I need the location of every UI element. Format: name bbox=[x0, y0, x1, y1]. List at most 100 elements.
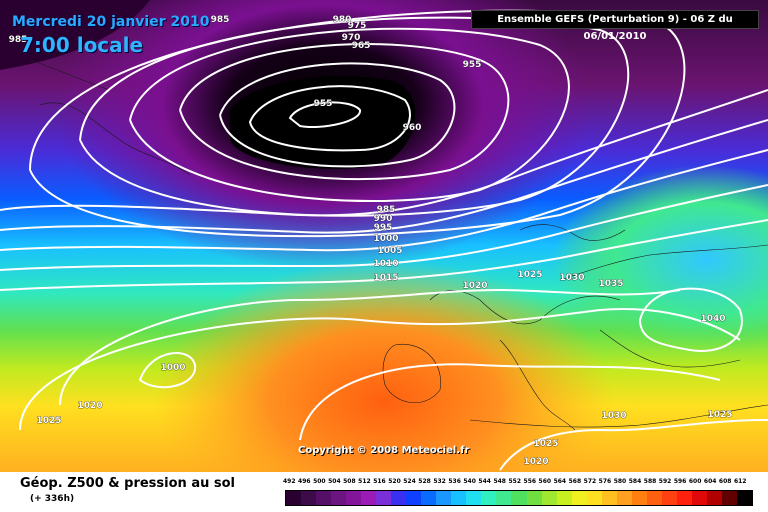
scale-swatch bbox=[601, 491, 617, 505]
scale-label: 548 bbox=[493, 478, 506, 485]
isobar-label: 1020 bbox=[77, 401, 102, 411]
legend-footer: Géop. Z500 & pression au sol (+ 336h) 49… bbox=[0, 472, 768, 512]
isobar-label: 990 bbox=[374, 214, 393, 224]
isobar-label: 985 bbox=[9, 35, 28, 45]
scale-label: 572 bbox=[583, 478, 597, 485]
color-scale-labels: 492 496 500 504 508 512 516 520 524 528 532 536 540 5… bbox=[283, 478, 747, 488]
isobar-label: 1025 bbox=[517, 270, 542, 280]
scale-swatch bbox=[541, 491, 557, 505]
scale-swatch bbox=[391, 491, 407, 505]
scale-swatch bbox=[421, 491, 437, 505]
scale-swatch bbox=[346, 491, 362, 505]
scale-swatch bbox=[676, 491, 692, 505]
isobar-label: 1010 bbox=[373, 259, 398, 269]
scale-label: 512 bbox=[358, 478, 371, 485]
model-run-label: Ensemble GEFS (Perturbation 9) - 06 Z du… bbox=[471, 10, 759, 42]
scale-swatch bbox=[316, 491, 332, 505]
isobar-label: 955 bbox=[314, 99, 333, 109]
isobar-label: 1000 bbox=[160, 363, 185, 373]
isobar-labels: 9859859809759709659559559609859909951000… bbox=[8, 15, 733, 468]
low-center-black bbox=[230, 76, 416, 169]
scale-label: 532 bbox=[433, 478, 446, 485]
isobar-label: 985 bbox=[211, 15, 230, 25]
isobar-label: 1015 bbox=[373, 273, 398, 283]
scale-swatch bbox=[301, 491, 317, 505]
forecast-date: Mercredi 20 janvier 2010 bbox=[12, 14, 210, 30]
scale-swatch bbox=[331, 491, 347, 505]
map-title: Géop. Z500 & pression au sol bbox=[20, 476, 235, 491]
isobar-label: 980 bbox=[333, 15, 352, 25]
isobar-label: 1030 bbox=[559, 273, 584, 283]
isobar-label: 1030 bbox=[601, 411, 626, 421]
eastern-trough bbox=[0, 0, 768, 472]
scale-label: 524 bbox=[403, 478, 416, 485]
scale-label: 596 bbox=[673, 478, 687, 485]
isobar-label: 995 bbox=[374, 223, 393, 233]
scale-label: 544 bbox=[478, 478, 491, 485]
scale-swatch bbox=[556, 491, 572, 505]
isobar-label: 955 bbox=[463, 60, 482, 70]
forecast-lead: (+ 336h) bbox=[30, 494, 75, 504]
scale-swatch bbox=[526, 491, 542, 505]
scale-label: 608 bbox=[718, 478, 732, 485]
isobar-lines bbox=[0, 9, 768, 471]
scale-swatch bbox=[511, 491, 527, 505]
scale-swatch bbox=[706, 491, 722, 505]
scale-swatch bbox=[376, 491, 392, 505]
scale-swatch bbox=[436, 491, 452, 505]
scale-swatch bbox=[496, 491, 512, 505]
scale-label: 500 bbox=[313, 478, 326, 485]
scale-swatch bbox=[481, 491, 497, 505]
isobar-label: 1020 bbox=[462, 281, 487, 291]
scale-label: 556 bbox=[523, 478, 537, 485]
scale-swatch bbox=[631, 491, 647, 505]
isobar-label: 1040 bbox=[700, 314, 725, 324]
scale-label: 552 bbox=[508, 478, 521, 485]
isobar-label: 1025 bbox=[533, 439, 558, 449]
scale-swatch bbox=[406, 491, 422, 505]
isobar-label: 1020 bbox=[523, 457, 548, 467]
scale-swatch bbox=[571, 491, 587, 505]
weather-map: 985 985 980 975 970 965 955 955 960 985 990 995 1000… bbox=[0, 0, 768, 472]
scale-label: 588 bbox=[643, 478, 657, 485]
scale-label: 604 bbox=[703, 478, 717, 485]
scale-label: 540 bbox=[463, 478, 476, 485]
scale-label: 592 bbox=[658, 478, 672, 485]
isobar-label: 1005 bbox=[377, 246, 402, 256]
scale-swatch bbox=[286, 491, 302, 505]
scale-swatch bbox=[616, 491, 632, 505]
scale-label: 508 bbox=[343, 478, 356, 485]
isobar-label: 1025 bbox=[36, 416, 61, 426]
scale-label: 516 bbox=[373, 478, 386, 485]
isobar-label: 960 bbox=[403, 123, 422, 133]
isobar-label: 1035 bbox=[598, 279, 623, 289]
scale-swatch bbox=[451, 491, 467, 505]
scale-label: 584 bbox=[628, 478, 642, 485]
scale-swatch bbox=[736, 491, 752, 505]
scale-label: 600 bbox=[688, 478, 702, 485]
scale-label: 564 bbox=[553, 478, 567, 485]
scale-swatch bbox=[646, 491, 662, 505]
color-scale-bar bbox=[285, 490, 753, 506]
scale-label: 576 bbox=[598, 478, 612, 485]
scale-label: 580 bbox=[613, 478, 627, 485]
isobar-label: 975 bbox=[348, 21, 367, 31]
scale-swatch bbox=[661, 491, 677, 505]
coastlines bbox=[29, 59, 768, 431]
scale-swatch bbox=[361, 491, 377, 505]
isobar-label: 985 bbox=[377, 205, 396, 215]
scale-label: 504 bbox=[328, 478, 341, 485]
scale-swatch bbox=[586, 491, 602, 505]
copyright-notice: Copyright © 2008 Meteociel.fr bbox=[298, 445, 470, 456]
isobar-label: 1000 bbox=[373, 234, 398, 244]
scale-label: 520 bbox=[388, 478, 401, 485]
isobar-label: 965 bbox=[352, 41, 371, 51]
scale-swatch bbox=[466, 491, 482, 505]
scale-label: 560 bbox=[538, 478, 552, 485]
northwest-dark-area bbox=[0, 0, 150, 70]
scale-label: 612 bbox=[733, 478, 747, 485]
scale-swatch bbox=[691, 491, 707, 505]
scale-label: 528 bbox=[418, 478, 431, 485]
scale-label: 496 bbox=[298, 478, 311, 485]
